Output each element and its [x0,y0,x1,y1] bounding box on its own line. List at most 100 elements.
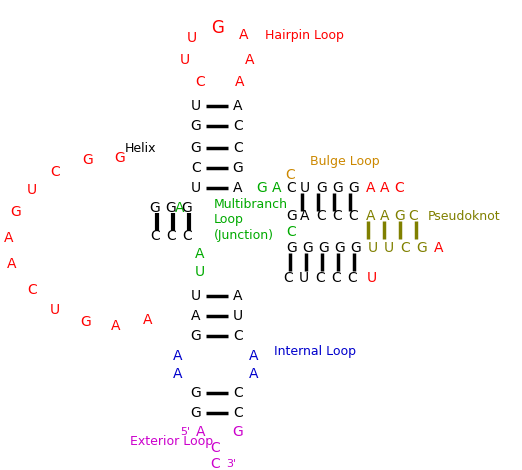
Text: C: C [348,209,358,223]
Text: G: G [211,19,224,37]
Text: G: G [350,241,361,255]
Text: 3': 3' [226,459,236,469]
Text: A: A [4,231,14,245]
Text: A: A [300,209,310,223]
Text: G: G [115,151,125,165]
Text: 5': 5' [180,427,190,437]
Text: C: C [283,271,293,285]
Text: G: G [332,181,343,195]
Text: C: C [166,229,176,243]
Text: C: C [233,406,243,420]
Text: G: G [191,119,201,133]
Text: A: A [143,313,153,327]
Text: Pseudoknot: Pseudoknot [428,210,501,222]
Text: G: G [80,315,91,329]
Text: U: U [50,303,60,317]
Text: G: G [302,241,313,255]
Text: C: C [233,119,243,133]
Text: A: A [233,99,243,113]
Text: A: A [111,319,121,333]
Text: A: A [366,181,375,195]
Text: A: A [233,181,243,195]
Text: U: U [191,289,201,303]
Text: A: A [380,209,389,223]
Text: Internal Loop: Internal Loop [274,345,356,359]
Text: A: A [434,241,444,255]
Text: G: G [394,209,405,223]
Text: A: A [249,367,259,381]
Text: C: C [50,165,60,179]
Text: U: U [187,31,197,45]
Text: A: A [7,257,17,271]
Text: Helix: Helix [125,141,157,155]
Text: C: C [27,283,37,297]
Text: G: G [233,425,243,439]
Text: U: U [233,309,243,323]
Text: Bulge Loop: Bulge Loop [310,156,379,169]
Text: Multibranch: Multibranch [214,197,288,211]
Text: A: A [196,425,206,439]
Text: G: G [233,161,243,175]
Text: G: G [348,181,359,195]
Text: C: C [150,229,160,243]
Text: U: U [368,241,378,255]
Text: (Junction): (Junction) [214,229,274,243]
Text: A: A [239,28,249,42]
Text: A: A [366,209,375,223]
Text: U: U [180,53,190,67]
Text: A: A [173,367,183,381]
Text: C: C [331,271,341,285]
Text: G: G [10,205,21,219]
Text: A: A [380,181,389,195]
Text: C: C [408,209,418,223]
Text: C: C [315,271,325,285]
Text: U: U [367,271,377,285]
Text: A: A [272,181,281,195]
Text: C: C [182,229,192,243]
Text: C: C [286,225,296,239]
Text: C: C [191,161,201,175]
Text: C: C [286,181,296,195]
Text: G: G [165,201,176,215]
Text: C: C [332,209,342,223]
Text: C: C [233,141,243,155]
Text: G: G [82,153,93,167]
Text: U: U [300,181,310,195]
Text: G: G [256,181,267,195]
Text: Exterior Loop: Exterior Loop [130,436,213,448]
Text: U: U [384,241,394,255]
Text: C: C [195,75,205,89]
Text: C: C [210,457,220,470]
Text: C: C [400,241,410,255]
Text: C: C [347,271,357,285]
Text: U: U [191,181,201,195]
Text: G: G [191,329,201,343]
Text: U: U [195,265,205,279]
Text: A: A [195,247,205,261]
Text: A: A [173,349,183,363]
Text: U: U [299,271,309,285]
Text: G: G [318,241,329,255]
Text: G: G [150,201,160,215]
Text: G: G [416,241,427,255]
Text: G: G [286,241,296,255]
Text: U: U [27,183,37,197]
Text: G: G [316,181,327,195]
Text: G: G [191,386,201,400]
Text: G: G [191,406,201,420]
Text: A: A [245,53,255,67]
Text: U: U [191,99,201,113]
Text: G: G [182,201,193,215]
Text: G: G [191,141,201,155]
Text: C: C [210,441,220,455]
Text: G: G [286,209,296,223]
Text: A: A [175,201,185,215]
Text: A: A [191,309,201,323]
Text: A: A [249,349,259,363]
Text: C: C [394,181,404,195]
Text: C: C [233,386,243,400]
Text: G: G [334,241,345,255]
Text: Hairpin Loop: Hairpin Loop [265,29,344,41]
Text: Loop: Loop [214,213,244,227]
Text: C: C [316,209,326,223]
